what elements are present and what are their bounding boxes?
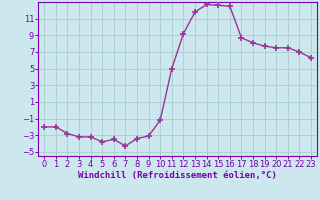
- X-axis label: Windchill (Refroidissement éolien,°C): Windchill (Refroidissement éolien,°C): [78, 171, 277, 180]
